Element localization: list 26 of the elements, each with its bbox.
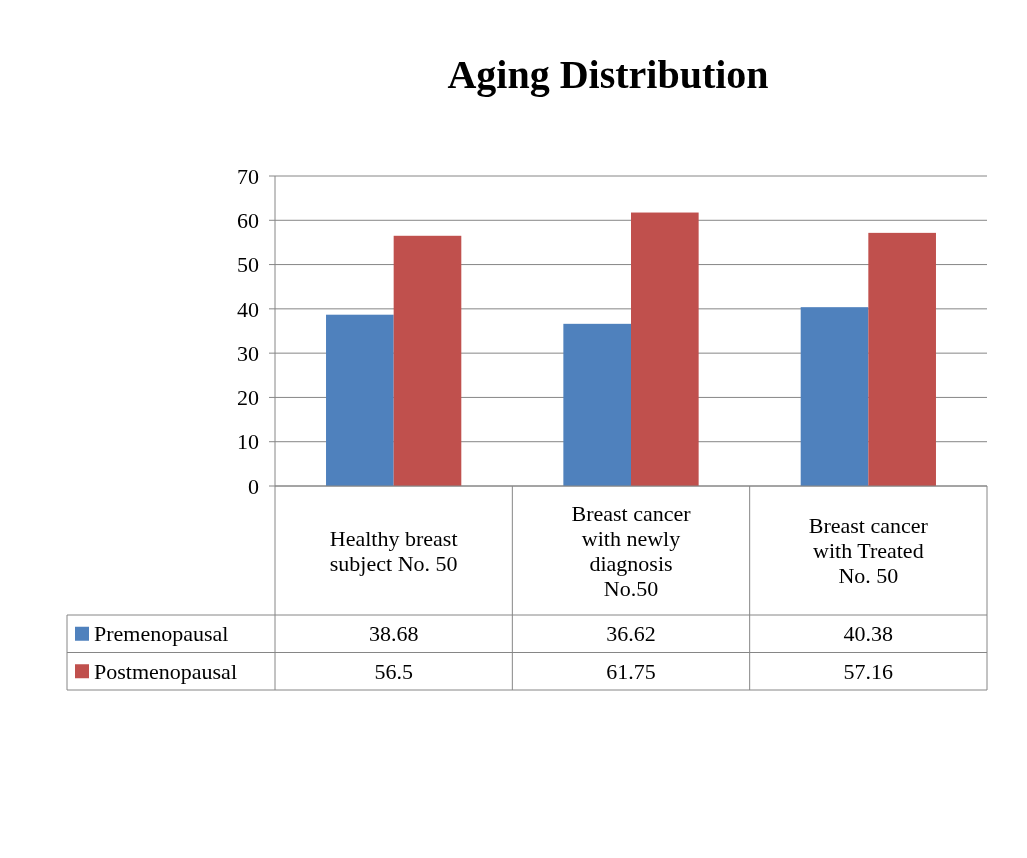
bar (326, 314, 394, 486)
legend-label: Premenopausal (94, 621, 229, 647)
x-tick-label: Healthy breast subject No. 50 (329, 525, 458, 576)
chart-title: Aging Distribution (447, 52, 769, 97)
bar (631, 212, 699, 486)
data-label: 40.38 (843, 621, 894, 647)
bar (563, 323, 631, 486)
y-tick-label: 10 (237, 429, 259, 455)
x-tick-label: Breast cancer with Treated No. 50 (808, 513, 929, 589)
y-tick-label: 30 (237, 340, 259, 366)
data-label: 56.5 (374, 658, 413, 684)
y-tick-label: 50 (237, 252, 259, 278)
y-tick-label: 20 (237, 385, 259, 411)
data-label: 57.16 (843, 658, 894, 684)
y-tick-label: 60 (237, 207, 259, 233)
data-label: 36.62 (606, 621, 656, 647)
y-tick-label: 40 (237, 296, 259, 322)
bar (868, 232, 936, 486)
data-label: 61.75 (606, 658, 656, 684)
y-tick-label: 0 (248, 473, 259, 499)
x-tick-label: Breast cancer with newly diagnosis No.50 (571, 500, 692, 601)
bar (393, 235, 462, 486)
bar (800, 307, 869, 486)
data-label: 38.68 (368, 621, 419, 647)
y-tick-label: 70 (237, 163, 259, 189)
legend-label: Postmenopausal (94, 658, 237, 684)
